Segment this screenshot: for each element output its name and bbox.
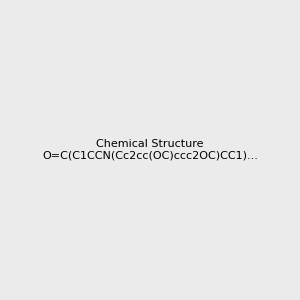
Text: Chemical Structure
O=C(C1CCN(Cc2cc(OC)ccc2OC)CC1)...: Chemical Structure O=C(C1CCN(Cc2cc(OC)cc…: [42, 139, 258, 161]
